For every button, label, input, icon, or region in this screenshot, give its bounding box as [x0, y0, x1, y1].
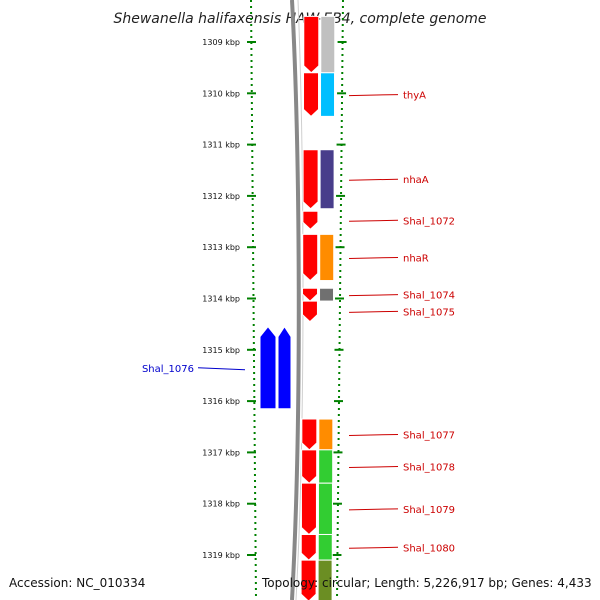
- forward-gene: [301, 449, 318, 484]
- gene-label: Shal_1077: [403, 430, 455, 441]
- tick-label: 1312 kbp: [202, 192, 240, 201]
- label-connector: [348, 433, 399, 436]
- forward-gene: [300, 559, 317, 600]
- label-connector: [348, 219, 399, 222]
- tick-label: 1319 kbp: [202, 551, 240, 560]
- label-connector: [197, 367, 246, 371]
- forward-gene: [301, 418, 318, 451]
- gene-label: Shal_1079: [403, 505, 455, 516]
- backbone-line: [290, 0, 301, 600]
- tick-label: 1310 kbp: [202, 89, 240, 98]
- gene-label: Shal_1080: [403, 543, 455, 554]
- forward-gene: [303, 72, 320, 118]
- tick-label: 1318 kbp: [202, 500, 240, 509]
- label-connector: [348, 310, 399, 313]
- forward-gene: [300, 533, 317, 561]
- forward-gene: [302, 287, 319, 302]
- label-connector: [348, 94, 399, 97]
- tick-rail: [250, 0, 257, 600]
- reverse-gene: [259, 325, 277, 410]
- gene-label: nhaA: [403, 175, 429, 186]
- label-connector: [348, 294, 399, 297]
- cog-block: [320, 15, 336, 74]
- gene-label: Shal_1074: [403, 291, 455, 302]
- cog-block: [319, 149, 335, 210]
- tick-label: 1309 kbp: [202, 38, 240, 47]
- label-connector: [348, 546, 399, 549]
- tick-label: 1316 kbp: [202, 397, 240, 406]
- gene-tracks: [259, 15, 336, 600]
- topology-label: Topology: circular; Length: 5,226,917 bp…: [262, 576, 592, 590]
- cog-block: [317, 533, 333, 561]
- gene-label: Shal_1076: [142, 364, 194, 375]
- forward-gene: [302, 210, 319, 230]
- label-connector: [348, 508, 399, 511]
- map-title: Shewanella halifaxensis HAW-EB4, complet…: [113, 11, 486, 27]
- forward-gene: [300, 482, 317, 536]
- label-connector: [348, 178, 399, 181]
- cog-block: [318, 449, 334, 484]
- gene-label: Shal_1075: [403, 307, 455, 318]
- tick-label: 1314 kbp: [202, 295, 240, 304]
- axis: 1309 kbp 1310 kbp 1311 kbp 1312 kbp 1313 kbp…: [202, 0, 347, 600]
- gene-label: Shal_1072: [403, 216, 455, 227]
- gene-label: thyA: [403, 91, 426, 102]
- label-connector: [348, 256, 399, 259]
- label-connector: [348, 466, 399, 469]
- tick-rail: [336, 0, 344, 600]
- reverse-gene: [277, 325, 292, 410]
- cog-block: [317, 482, 333, 535]
- forward-gene: [302, 233, 319, 282]
- cog-block: [319, 287, 335, 302]
- tick-label: 1315 kbp: [202, 346, 240, 355]
- tick-label: 1311 kbp: [202, 141, 240, 150]
- forward-gene: [302, 149, 319, 210]
- gene-labels: thyA nhaA Shal_1072 nhaR Shal_1074 Shal_1075 S…: [142, 91, 455, 555]
- accession-label: Accession: NC_010334: [9, 576, 146, 590]
- forward-gene: [303, 15, 320, 74]
- tick-label: 1313 kbp: [202, 243, 240, 252]
- gene-label: nhaR: [403, 253, 429, 264]
- cog-block: [318, 418, 334, 451]
- gene-label: Shal_1078: [403, 463, 455, 474]
- forward-gene: [301, 300, 318, 323]
- tick-label: 1317 kbp: [202, 448, 240, 457]
- cog-block: [317, 559, 333, 600]
- cog-block: [319, 233, 335, 282]
- cog-block: [320, 72, 336, 117]
